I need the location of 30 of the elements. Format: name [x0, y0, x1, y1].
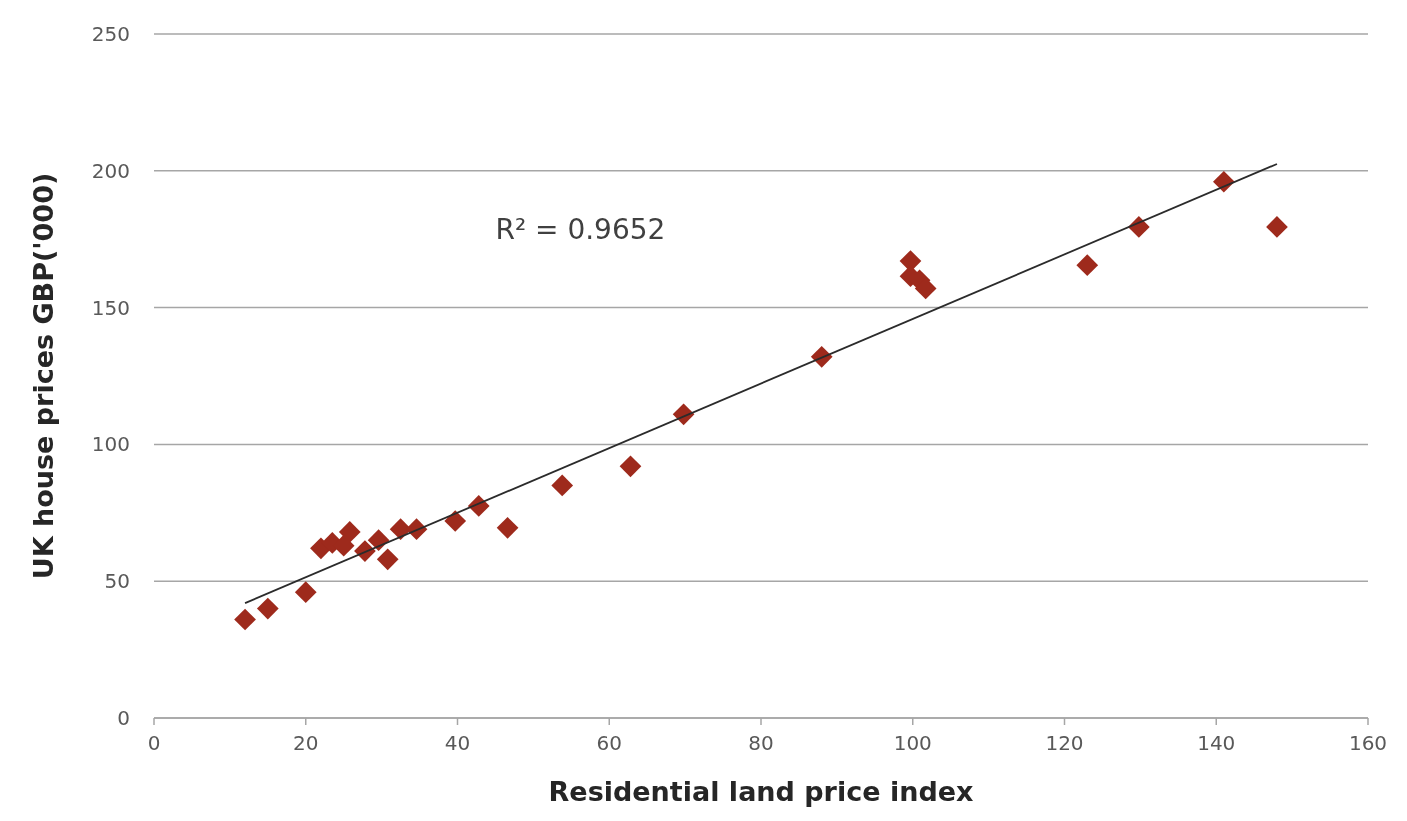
y-tick-label: 100: [91, 432, 130, 457]
y-tick-label: 250: [91, 22, 130, 46]
y-tick-label: 50: [104, 569, 130, 594]
y-tick-label: 150: [91, 295, 130, 320]
point: [444, 510, 467, 532]
x-tick-label: 120: [1045, 731, 1084, 755]
x-tick-label: 80: [748, 731, 774, 755]
point: [551, 474, 574, 497]
point: [256, 597, 279, 620]
x-tick-label: 100: [893, 731, 932, 755]
point: [234, 608, 256, 631]
x-tick-label: 60: [596, 731, 622, 755]
point: [376, 548, 399, 571]
x-axis-title: Residential land price index: [548, 776, 974, 807]
x-tick-label: 140: [1197, 731, 1236, 755]
point: [367, 529, 390, 552]
x-tick-label: 40: [444, 731, 471, 755]
point: [1076, 254, 1099, 277]
point: [619, 455, 642, 478]
point: [294, 581, 317, 603]
y-tick-label: 200: [91, 158, 130, 183]
y-axis-title: UK house prices GBP('000): [28, 172, 59, 580]
annotation: R² = 0.9652: [495, 213, 666, 247]
point: [1266, 216, 1288, 238]
point: [496, 517, 519, 539]
x-tick-label: 0: [147, 731, 161, 755]
x-tick-label: 160: [1348, 731, 1388, 755]
y-tick-label: 0: [117, 706, 130, 730]
point: [338, 521, 361, 543]
x-tick-label: 20: [293, 731, 319, 755]
